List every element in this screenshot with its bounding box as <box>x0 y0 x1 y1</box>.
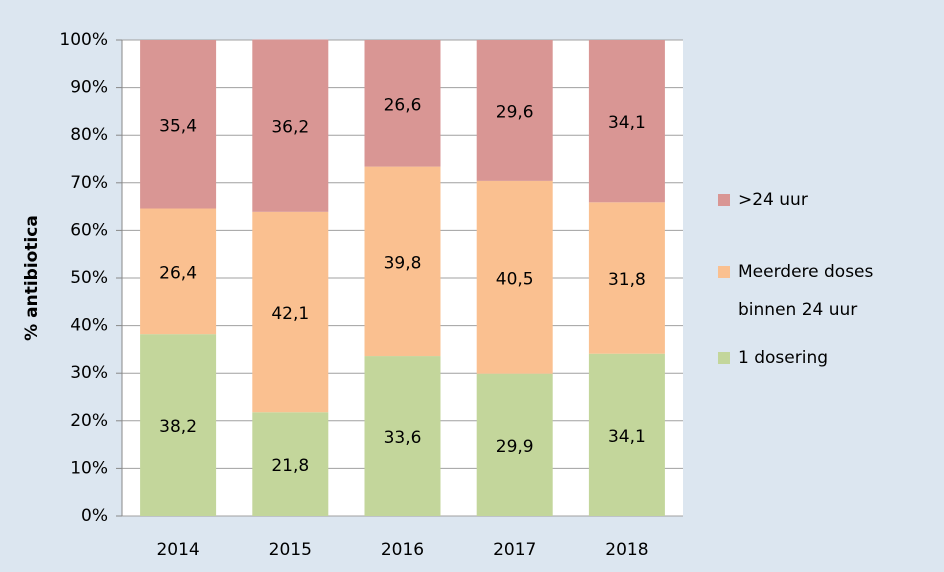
y-tick-label: 60% <box>70 220 108 240</box>
value-label: 31,8 <box>608 270 646 290</box>
bar-segment <box>588 202 665 354</box>
value-label: 36,2 <box>271 118 309 138</box>
value-label: 42,1 <box>271 304 309 324</box>
y-tick-label: 20% <box>70 411 108 431</box>
legend-swatch <box>718 266 730 278</box>
bar-segment <box>476 373 553 516</box>
bar-segment <box>364 356 441 516</box>
x-tick-label: 2016 <box>381 540 424 560</box>
bar-segment <box>252 39 329 212</box>
bar-segment <box>252 412 329 516</box>
bar-segment <box>252 211 329 413</box>
bar-segment <box>476 40 553 181</box>
x-tick-label: 2015 <box>269 540 312 560</box>
value-label: 29,6 <box>496 102 534 122</box>
value-label: 35,4 <box>159 116 197 136</box>
y-tick-label: 10% <box>70 458 108 478</box>
legend-label: 1 dosering <box>738 348 829 368</box>
legend-swatch <box>718 194 730 206</box>
y-tick-label: 70% <box>70 173 108 193</box>
bar-segment <box>476 180 553 374</box>
value-label: 39,8 <box>384 253 422 273</box>
value-label: 40,5 <box>496 269 534 289</box>
value-label: 34,1 <box>608 427 646 447</box>
value-label: 38,2 <box>159 417 197 437</box>
bar-segment <box>140 40 217 209</box>
x-tick-label: 2014 <box>156 540 199 560</box>
value-label: 33,6 <box>384 428 422 448</box>
y-tick-label: 90% <box>70 78 108 98</box>
value-label: 29,9 <box>496 437 534 457</box>
y-tick-label: 80% <box>70 125 108 145</box>
y-tick-label: 0% <box>81 506 108 526</box>
y-axis-title: % antibiotica <box>22 215 42 341</box>
legend-swatch <box>718 352 730 364</box>
bar-segment <box>588 40 665 203</box>
value-label: 21,8 <box>271 456 309 476</box>
bar-segment <box>140 208 217 335</box>
y-tick-label: 100% <box>59 30 108 50</box>
bar-segment <box>588 353 665 516</box>
value-label: 26,6 <box>384 95 422 115</box>
y-tick-label: 30% <box>70 363 108 383</box>
bar-segment <box>364 40 441 167</box>
x-tick-label: 2017 <box>493 540 536 560</box>
bar-segment <box>140 334 217 516</box>
legend-label: Meerdere doses binnen 24 uur <box>738 262 874 320</box>
y-tick-label: 50% <box>70 268 108 288</box>
x-tick-label: 2018 <box>605 540 648 560</box>
value-label: 34,1 <box>608 113 646 133</box>
bar-segment <box>364 166 441 357</box>
value-label: 26,4 <box>159 263 197 283</box>
y-tick-label: 40% <box>70 316 108 336</box>
legend-label: >24 uur <box>738 190 808 210</box>
